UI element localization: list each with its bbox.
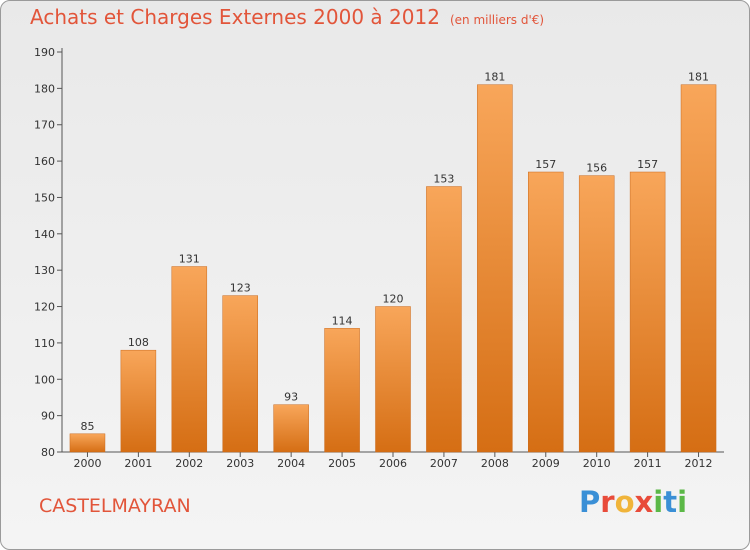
brand-letter: i xyxy=(653,485,664,519)
x-tick-label: 2002 xyxy=(175,457,203,470)
x-tick-label: 2012 xyxy=(685,457,713,470)
brand-letter: i xyxy=(677,485,688,519)
x-tick-label: 2001 xyxy=(124,457,152,470)
data-label: 123 xyxy=(230,282,251,295)
y-tick-label: 130 xyxy=(34,264,55,277)
data-label: 120 xyxy=(383,293,404,306)
data-label: 153 xyxy=(433,173,454,186)
y-tick-label: 160 xyxy=(34,155,55,168)
bar xyxy=(120,349,157,453)
y-tick-label: 140 xyxy=(34,228,55,241)
y-tick-label: 190 xyxy=(34,46,55,59)
data-label: 157 xyxy=(535,158,556,171)
x-tick-label: 2000 xyxy=(73,457,101,470)
bar xyxy=(375,306,411,453)
data-label: 181 xyxy=(688,71,709,84)
y-tick-label: 100 xyxy=(34,373,55,386)
y-tick-label: 120 xyxy=(34,301,55,314)
bar xyxy=(222,295,258,453)
bar xyxy=(426,186,462,453)
bar xyxy=(680,84,717,453)
data-label: 85 xyxy=(80,420,94,433)
commune-name: CASTELMAYRAN xyxy=(39,495,191,517)
y-tick-label: 90 xyxy=(41,410,55,423)
data-label: 181 xyxy=(484,71,505,84)
data-label: 114 xyxy=(332,314,353,327)
x-tick-label: 2003 xyxy=(226,457,254,470)
brand-letter: o xyxy=(614,485,635,519)
data-label: 93 xyxy=(284,391,298,404)
x-tick-label: 2007 xyxy=(430,457,458,470)
bar xyxy=(171,266,208,453)
bar xyxy=(69,433,106,453)
y-tick-label: 150 xyxy=(34,191,55,204)
brand-logo: Proxiti xyxy=(579,485,687,519)
y-tick-label: 80 xyxy=(41,446,55,459)
bar xyxy=(273,404,309,453)
x-tick-label: 2009 xyxy=(532,457,560,470)
bar xyxy=(528,171,564,453)
axes: 80 90 100 110 120 130 140 150 160 170 180 190 xyxy=(34,46,724,459)
brand-letter: P xyxy=(579,485,601,519)
brand-letter: t xyxy=(663,485,678,519)
title-row: Achats et Charges Externes 2000 à 2012 (e… xyxy=(30,5,544,29)
bar xyxy=(477,84,513,453)
x-tick-label: 2006 xyxy=(379,457,407,470)
data-label: 108 xyxy=(128,336,149,349)
bars xyxy=(69,84,717,453)
chart-unit: (en milliers d'€) xyxy=(449,13,545,27)
x-tick-label: 2010 xyxy=(583,457,611,470)
x-tick-label: 2004 xyxy=(277,457,305,470)
x-tick-label: 2005 xyxy=(328,457,356,470)
brand-letter: r xyxy=(600,485,615,519)
y-tick-label: 180 xyxy=(34,82,55,95)
bar xyxy=(629,171,666,453)
brand-letter: x xyxy=(634,485,654,519)
chart-title: Achats et Charges Externes 2000 à 2012 xyxy=(30,5,440,29)
x-tick-label: 2008 xyxy=(481,457,509,470)
y-tick-label: 110 xyxy=(34,337,55,350)
data-label: 157 xyxy=(637,158,658,171)
y-tick-label: 170 xyxy=(34,119,55,132)
labels: 2000 85 2001 108 2002 131 2003 123 2004 93 2005 114… xyxy=(73,71,712,470)
bar xyxy=(324,328,360,453)
data-label: 156 xyxy=(586,162,607,175)
bar xyxy=(578,175,615,453)
x-tick-label: 2011 xyxy=(634,457,662,470)
data-label: 131 xyxy=(179,253,200,266)
